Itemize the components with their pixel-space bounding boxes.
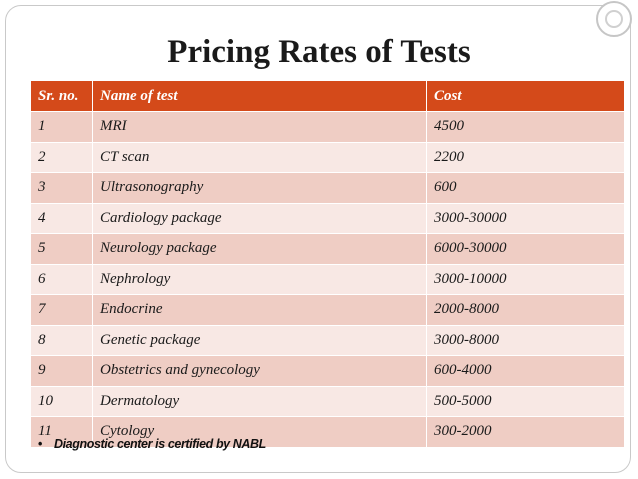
cell-test-name: Dermatology	[92, 385, 427, 417]
cell-sr-no: 8	[31, 324, 93, 356]
cell-test-name: Cardiology package	[92, 202, 427, 234]
table-row: 4 Cardiology package 3000-30000	[31, 202, 624, 234]
cell-test-name: Nephrology	[92, 263, 427, 295]
cell-test-name: CT scan	[92, 141, 427, 173]
cell-test-name: Genetic package	[92, 324, 427, 356]
cell-cost: 2000-8000	[426, 294, 624, 325]
cell-test-name: Neurology package	[92, 233, 427, 264]
table-row: 1 MRI 4500	[31, 111, 624, 142]
cell-test-name: Endocrine	[92, 294, 427, 325]
cell-cost: 3000-30000	[426, 202, 624, 234]
cell-cost: 3000-10000	[426, 263, 624, 295]
table-row: 5 Neurology package 6000-30000	[31, 233, 624, 264]
cell-sr-no: 4	[31, 202, 93, 234]
cell-cost: 600	[426, 172, 624, 203]
table-row: 6 Nephrology 3000-10000	[31, 263, 624, 295]
cell-test-name: MRI	[92, 111, 427, 142]
cell-sr-no: 7	[31, 294, 93, 325]
cell-cost: 600-4000	[426, 355, 624, 386]
table-row: 9 Obstetrics and gynecology 600-4000	[31, 355, 624, 386]
cell-test-name: Cytology	[92, 416, 427, 447]
cell-cost: 6000-30000	[426, 233, 624, 264]
certification-note-text: Diagnostic center is certified by NABL	[53, 437, 266, 451]
cell-sr-no: 11	[31, 416, 93, 447]
table-row: 3 Ultrasonography 600	[31, 172, 624, 203]
header-sr-no: Sr. no.	[31, 81, 93, 112]
table-row: 10 Dermatology 500-5000	[31, 385, 624, 417]
cell-cost: 3000-8000	[426, 324, 624, 356]
cell-cost: 4500	[426, 111, 624, 142]
bullet-icon: •	[38, 437, 42, 451]
table-row: 7 Endocrine 2000-8000	[31, 294, 624, 325]
header-cost: Cost	[426, 81, 624, 112]
cell-sr-no: 5	[31, 233, 93, 264]
pricing-table: Sr. no. Name of test Cost 1 MRI 4500 2 C…	[31, 81, 624, 447]
table-row: 2 CT scan 2200	[31, 141, 624, 173]
table-row: 11 Cytology 300-2000	[31, 416, 624, 447]
table-row: 8 Genetic package 3000-8000	[31, 324, 624, 356]
cell-sr-no: 3	[31, 172, 93, 203]
cell-cost: 2200	[426, 141, 624, 173]
slide-title: Pricing Rates of Tests	[167, 34, 471, 70]
cell-test-name: Obstetrics and gynecology	[92, 355, 427, 386]
cell-cost: 500-5000	[426, 385, 624, 417]
decorative-ring-icon	[605, 10, 623, 28]
cell-sr-no: 10	[31, 385, 93, 417]
cell-sr-no: 1	[31, 111, 93, 142]
certification-note: • Diagnostic center is certified by NABL	[38, 437, 266, 451]
cell-test-name: Ultrasonography	[92, 172, 427, 203]
cell-sr-no: 9	[31, 355, 93, 386]
cell-sr-no: 2	[31, 141, 93, 173]
cell-cost: 300-2000	[426, 416, 624, 447]
table-header-row: Sr. no. Name of test Cost	[31, 81, 624, 112]
slide-frame	[5, 5, 631, 473]
decorative-circle-icon	[596, 1, 632, 37]
cell-sr-no: 6	[31, 263, 93, 295]
header-name-of-test: Name of test	[92, 81, 427, 112]
